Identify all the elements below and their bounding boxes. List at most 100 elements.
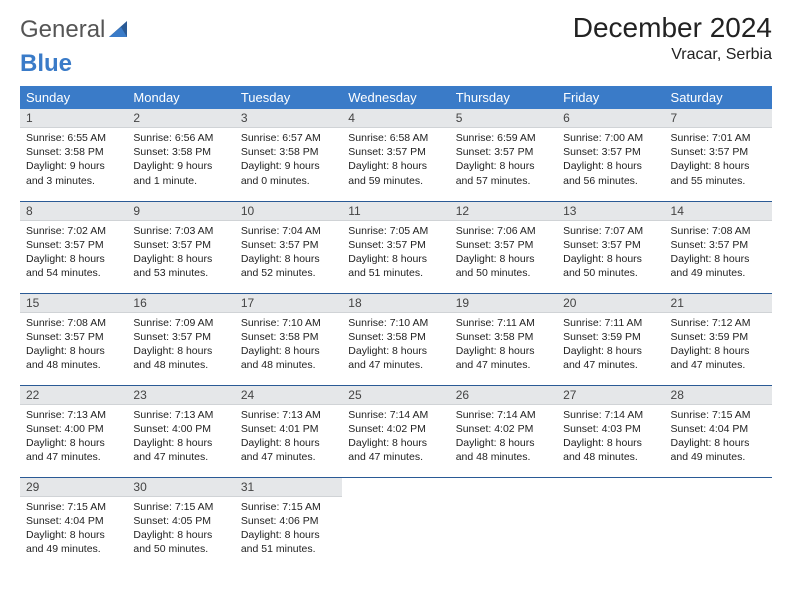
day-number: 6 <box>557 109 664 128</box>
day-number: 12 <box>450 202 557 221</box>
sunrise-text: Sunrise: 6:56 AM <box>133 131 228 145</box>
calendar-day-cell: 20Sunrise: 7:11 AMSunset: 3:59 PMDayligh… <box>557 293 664 385</box>
daylight-text: Daylight: 8 hours and 47 minutes. <box>26 436 121 464</box>
day-number: 3 <box>235 109 342 128</box>
day-body: Sunrise: 7:10 AMSunset: 3:58 PMDaylight:… <box>342 313 449 377</box>
sunset-text: Sunset: 4:04 PM <box>26 514 121 528</box>
sunrise-text: Sunrise: 7:11 AM <box>563 316 658 330</box>
sunset-text: Sunset: 3:59 PM <box>563 330 658 344</box>
daylight-text: Daylight: 8 hours and 49 minutes. <box>671 252 766 280</box>
sunset-text: Sunset: 3:58 PM <box>241 330 336 344</box>
calendar-day-cell <box>557 477 664 569</box>
daylight-text: Daylight: 8 hours and 50 minutes. <box>133 528 228 556</box>
calendar-day-cell: 14Sunrise: 7:08 AMSunset: 3:57 PMDayligh… <box>665 201 772 293</box>
day-number: 22 <box>20 386 127 405</box>
calendar-day-cell: 9Sunrise: 7:03 AMSunset: 3:57 PMDaylight… <box>127 201 234 293</box>
weekday-header: Tuesday <box>235 86 342 109</box>
day-number: 21 <box>665 294 772 313</box>
sunset-text: Sunset: 4:00 PM <box>26 422 121 436</box>
day-body: Sunrise: 6:55 AMSunset: 3:58 PMDaylight:… <box>20 128 127 192</box>
sunrise-text: Sunrise: 7:01 AM <box>671 131 766 145</box>
calendar-day-cell: 10Sunrise: 7:04 AMSunset: 3:57 PMDayligh… <box>235 201 342 293</box>
sunrise-text: Sunrise: 7:05 AM <box>348 224 443 238</box>
sunset-text: Sunset: 3:58 PM <box>26 145 121 159</box>
sunrise-text: Sunrise: 7:14 AM <box>456 408 551 422</box>
sunset-text: Sunset: 3:58 PM <box>241 145 336 159</box>
calendar-day-cell: 19Sunrise: 7:11 AMSunset: 3:58 PMDayligh… <box>450 293 557 385</box>
sunrise-text: Sunrise: 6:57 AM <box>241 131 336 145</box>
calendar-day-cell: 13Sunrise: 7:07 AMSunset: 3:57 PMDayligh… <box>557 201 664 293</box>
calendar-day-cell: 21Sunrise: 7:12 AMSunset: 3:59 PMDayligh… <box>665 293 772 385</box>
sunset-text: Sunset: 3:57 PM <box>348 145 443 159</box>
sunset-text: Sunset: 3:57 PM <box>241 238 336 252</box>
logo: General <box>20 12 129 42</box>
sunrise-text: Sunrise: 7:07 AM <box>563 224 658 238</box>
sunset-text: Sunset: 3:58 PM <box>133 145 228 159</box>
daylight-text: Daylight: 8 hours and 48 minutes. <box>563 436 658 464</box>
daylight-text: Daylight: 8 hours and 51 minutes. <box>241 528 336 556</box>
sunrise-text: Sunrise: 7:15 AM <box>133 500 228 514</box>
day-body: Sunrise: 7:13 AMSunset: 4:00 PMDaylight:… <box>127 405 234 469</box>
day-body: Sunrise: 7:13 AMSunset: 4:01 PMDaylight:… <box>235 405 342 469</box>
daylight-text: Daylight: 9 hours and 1 minute. <box>133 159 228 187</box>
sunrise-text: Sunrise: 7:10 AM <box>348 316 443 330</box>
calendar-day-cell: 17Sunrise: 7:10 AMSunset: 3:58 PMDayligh… <box>235 293 342 385</box>
day-body: Sunrise: 7:11 AMSunset: 3:59 PMDaylight:… <box>557 313 664 377</box>
calendar-day-cell: 22Sunrise: 7:13 AMSunset: 4:00 PMDayligh… <box>20 385 127 477</box>
sunset-text: Sunset: 3:57 PM <box>348 238 443 252</box>
sail-icon <box>107 19 129 44</box>
day-number: 26 <box>450 386 557 405</box>
sunrise-text: Sunrise: 7:13 AM <box>133 408 228 422</box>
sunrise-text: Sunrise: 6:58 AM <box>348 131 443 145</box>
sunset-text: Sunset: 3:57 PM <box>563 145 658 159</box>
sunset-text: Sunset: 3:57 PM <box>26 330 121 344</box>
calendar-day-cell: 12Sunrise: 7:06 AMSunset: 3:57 PMDayligh… <box>450 201 557 293</box>
daylight-text: Daylight: 8 hours and 47 minutes. <box>348 436 443 464</box>
day-body: Sunrise: 6:59 AMSunset: 3:57 PMDaylight:… <box>450 128 557 192</box>
sunrise-text: Sunrise: 7:06 AM <box>456 224 551 238</box>
calendar-week-row: 22Sunrise: 7:13 AMSunset: 4:00 PMDayligh… <box>20 385 772 477</box>
daylight-text: Daylight: 8 hours and 55 minutes. <box>671 159 766 187</box>
day-number: 25 <box>342 386 449 405</box>
day-number: 14 <box>665 202 772 221</box>
daylight-text: Daylight: 9 hours and 0 minutes. <box>241 159 336 187</box>
sunset-text: Sunset: 4:05 PM <box>133 514 228 528</box>
weekday-header: Sunday <box>20 86 127 109</box>
daylight-text: Daylight: 8 hours and 56 minutes. <box>563 159 658 187</box>
sunset-text: Sunset: 4:02 PM <box>456 422 551 436</box>
day-body: Sunrise: 6:57 AMSunset: 3:58 PMDaylight:… <box>235 128 342 192</box>
calendar-day-cell: 7Sunrise: 7:01 AMSunset: 3:57 PMDaylight… <box>665 109 772 201</box>
daylight-text: Daylight: 8 hours and 49 minutes. <box>26 528 121 556</box>
sunset-text: Sunset: 3:58 PM <box>456 330 551 344</box>
day-number: 30 <box>127 478 234 497</box>
day-body: Sunrise: 7:09 AMSunset: 3:57 PMDaylight:… <box>127 313 234 377</box>
calendar-week-row: 1Sunrise: 6:55 AMSunset: 3:58 PMDaylight… <box>20 109 772 201</box>
day-body: Sunrise: 7:15 AMSunset: 4:04 PMDaylight:… <box>665 405 772 469</box>
calendar-day-cell: 18Sunrise: 7:10 AMSunset: 3:58 PMDayligh… <box>342 293 449 385</box>
day-body: Sunrise: 7:06 AMSunset: 3:57 PMDaylight:… <box>450 221 557 285</box>
calendar-table: SundayMondayTuesdayWednesdayThursdayFrid… <box>20 86 772 569</box>
day-body: Sunrise: 7:14 AMSunset: 4:02 PMDaylight:… <box>450 405 557 469</box>
calendar-day-cell: 6Sunrise: 7:00 AMSunset: 3:57 PMDaylight… <box>557 109 664 201</box>
day-number: 17 <box>235 294 342 313</box>
calendar-day-cell: 16Sunrise: 7:09 AMSunset: 3:57 PMDayligh… <box>127 293 234 385</box>
day-body: Sunrise: 7:15 AMSunset: 4:05 PMDaylight:… <box>127 497 234 561</box>
daylight-text: Daylight: 8 hours and 57 minutes. <box>456 159 551 187</box>
day-number: 9 <box>127 202 234 221</box>
calendar-day-cell: 2Sunrise: 6:56 AMSunset: 3:58 PMDaylight… <box>127 109 234 201</box>
sunset-text: Sunset: 3:57 PM <box>456 238 551 252</box>
daylight-text: Daylight: 8 hours and 48 minutes. <box>26 344 121 372</box>
weekday-header: Monday <box>127 86 234 109</box>
sunset-text: Sunset: 3:57 PM <box>456 145 551 159</box>
sunset-text: Sunset: 4:01 PM <box>241 422 336 436</box>
calendar-week-row: 29Sunrise: 7:15 AMSunset: 4:04 PMDayligh… <box>20 477 772 569</box>
title-block: December 2024 Vracar, Serbia <box>573 12 772 64</box>
day-body: Sunrise: 7:08 AMSunset: 3:57 PMDaylight:… <box>665 221 772 285</box>
weekday-header: Thursday <box>450 86 557 109</box>
day-body: Sunrise: 7:14 AMSunset: 4:02 PMDaylight:… <box>342 405 449 469</box>
sunset-text: Sunset: 4:00 PM <box>133 422 228 436</box>
day-number: 28 <box>665 386 772 405</box>
daylight-text: Daylight: 8 hours and 59 minutes. <box>348 159 443 187</box>
daylight-text: Daylight: 8 hours and 47 minutes. <box>133 436 228 464</box>
day-number: 24 <box>235 386 342 405</box>
